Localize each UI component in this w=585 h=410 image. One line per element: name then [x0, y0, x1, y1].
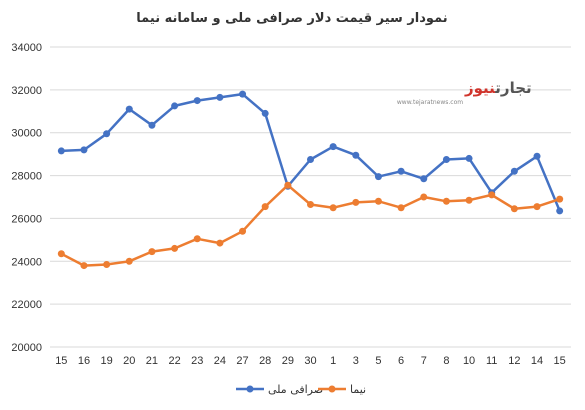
data-point — [420, 175, 428, 183]
data-point — [556, 195, 564, 203]
x-axis-ticks: 15 16 19 20 21 22 23 24 27 28 29 30 1 3 5 6 7 8 10 11 12 14 15 — [55, 355, 566, 367]
data-point — [103, 261, 111, 268]
data-point — [57, 250, 65, 258]
x-tick-label: 3 — [353, 355, 359, 367]
data-point — [148, 248, 156, 256]
x-tick-label: 10 — [463, 355, 475, 367]
x-tick-label: 15 — [554, 355, 566, 367]
y-tick-label: 22000 — [11, 299, 42, 311]
x-tick-label: 30 — [304, 355, 316, 367]
data-point — [80, 146, 88, 154]
x-tick-label: 8 — [443, 355, 449, 367]
y-tick-label: 26000 — [11, 213, 42, 225]
data-point — [284, 181, 292, 189]
legend: صرافی ملی نیما — [236, 383, 366, 396]
svg-text:تجارتنیوز: تجارتنیوز — [464, 79, 532, 97]
x-tick-label: 22 — [168, 355, 180, 367]
x-tick-label: 23 — [191, 355, 203, 367]
data-point — [510, 205, 518, 213]
data-point — [374, 197, 382, 205]
y-axis-ticks: 20000 22000 24000 26000 28000 30000 32000 34000 — [11, 42, 42, 354]
legend-label-series-0: صرافی ملی — [268, 383, 323, 396]
data-point — [397, 167, 405, 175]
data-point — [352, 198, 360, 206]
data-point — [307, 156, 314, 163]
data-point — [329, 143, 337, 151]
x-tick-label: 28 — [259, 355, 271, 367]
data-point — [488, 191, 496, 199]
x-tick-label: 21 — [146, 355, 158, 367]
x-tick-label: 19 — [101, 355, 113, 367]
data-point — [329, 204, 337, 212]
x-tick-label: 6 — [398, 355, 404, 367]
data-point — [307, 201, 314, 208]
x-tick-label: 29 — [282, 355, 294, 367]
data-point — [533, 203, 541, 211]
y-tick-label: 32000 — [11, 85, 42, 97]
data-point — [442, 156, 450, 163]
x-tick-label: 1 — [330, 355, 336, 367]
data-point — [261, 203, 269, 211]
x-tick-label: 12 — [508, 355, 520, 367]
x-tick-label: 27 — [236, 355, 248, 367]
y-tick-label: 34000 — [11, 42, 42, 54]
data-point — [556, 207, 564, 215]
data-point — [420, 193, 428, 201]
logo-brand-part2: نیوز — [464, 79, 496, 97]
x-tick-label: 24 — [214, 355, 226, 367]
data-point — [171, 244, 179, 252]
data-point — [442, 197, 450, 205]
data-point — [533, 152, 541, 160]
legend-label-series-1: نیما — [350, 383, 366, 396]
data-point — [465, 196, 473, 204]
x-tick-label: 16 — [78, 355, 90, 367]
data-point — [352, 151, 360, 159]
legend-marker-series-1 — [328, 385, 336, 393]
x-tick-label: 15 — [55, 355, 67, 367]
data-point — [465, 154, 473, 162]
logo-brand-part1: تجارت — [494, 79, 531, 97]
chart-title: نمودار سیر قیمت دلار صرافی ملی و سامانه … — [136, 11, 447, 26]
data-point — [125, 105, 133, 113]
series-1 — [57, 181, 564, 270]
x-tick-label: 14 — [531, 355, 543, 367]
y-tick-label: 24000 — [11, 256, 42, 268]
data-point — [80, 262, 88, 270]
data-point — [397, 204, 405, 212]
data-point — [510, 167, 518, 175]
data-point — [239, 90, 247, 98]
y-tick-label: 30000 — [11, 128, 42, 140]
grid-lines — [50, 46, 571, 348]
watermark-logo: تجارتنیوز www.tejaratnews.com — [397, 79, 532, 106]
data-point — [193, 235, 201, 243]
y-tick-label: 20000 — [11, 342, 42, 354]
x-tick-label: 20 — [123, 355, 135, 367]
legend-marker-series-0 — [246, 385, 254, 393]
x-tick-label: 11 — [486, 355, 497, 367]
data-point — [374, 173, 382, 181]
data-point — [216, 93, 224, 101]
x-tick-label: 7 — [421, 355, 427, 367]
data-point — [261, 109, 269, 117]
data-point — [103, 130, 111, 138]
series-0 — [57, 90, 564, 215]
series-group — [57, 90, 564, 270]
y-tick-label: 28000 — [11, 171, 42, 183]
data-point — [171, 102, 179, 110]
data-point — [239, 227, 247, 235]
logo-url: www.tejaratnews.com — [397, 99, 463, 106]
data-point — [125, 257, 133, 265]
data-point — [193, 97, 201, 105]
data-point — [148, 121, 156, 129]
x-tick-label: 5 — [375, 355, 381, 367]
data-point — [57, 147, 65, 155]
data-point — [216, 239, 224, 247]
